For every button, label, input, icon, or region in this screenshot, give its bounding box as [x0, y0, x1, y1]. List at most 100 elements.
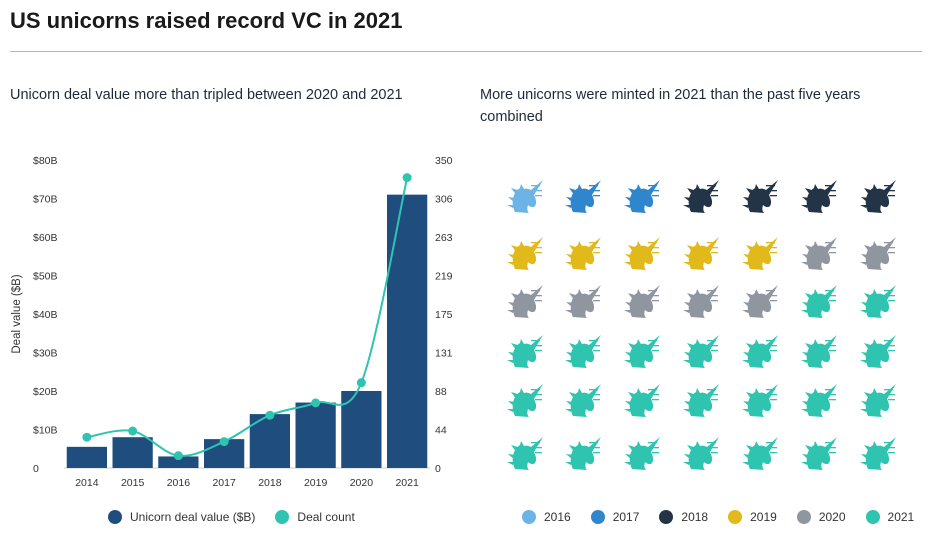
bar-deal-value-2014	[66, 446, 108, 468]
y2-tick-label: 306	[435, 194, 453, 206]
unicorn-head-icon-2021	[507, 437, 543, 470]
unicorn-head-icon-2020	[860, 237, 896, 270]
y2-tick-label: 350	[435, 155, 453, 167]
x-tick-label: 2015	[121, 477, 145, 489]
unicorn-head-icon-2021	[801, 335, 837, 368]
point-deal-count-2017	[219, 437, 229, 447]
right-chart-subtitle: More unicorns were minted in 2021 than t…	[480, 87, 861, 125]
legend-label-deal-value: Unicorn deal value ($B)	[130, 510, 256, 524]
unicorn-head-icon-2018	[742, 180, 778, 213]
legend-swatch-2020	[796, 510, 811, 524]
y-axis-title: Deal value ($B)	[11, 274, 23, 353]
x-tick-label: 2017	[212, 477, 236, 489]
y-tick-label: $10B	[33, 425, 58, 437]
bar-deal-value-2016	[158, 456, 199, 468]
legend-label-2018: 2018	[681, 510, 709, 524]
legend-item-2018: 2018	[659, 510, 708, 524]
unicorn-head-icon-2019	[683, 237, 719, 270]
y-tick-label: $80B	[33, 155, 58, 167]
legend-label-2016: 2016	[544, 510, 571, 524]
unicorn-head-icon-2021	[565, 335, 601, 368]
unicorn-head-icon-2021	[801, 285, 837, 318]
point-deal-count-2020	[356, 378, 366, 388]
unicorn-head-icon-2021	[860, 384, 896, 417]
unicorn-head-icon-2021	[624, 335, 660, 368]
legend-label-2021: 2021	[887, 510, 915, 524]
unicorn-head-icon-2020	[624, 285, 660, 318]
bar-deal-value-2020	[341, 391, 382, 468]
unicorn-head-icon-2018	[683, 180, 719, 213]
y-tick-label: $60B	[33, 232, 58, 244]
legend-swatch-2016	[522, 510, 536, 524]
legend-swatch-2017	[590, 510, 605, 524]
bar-deal-value-2015	[112, 437, 153, 468]
y-tick-label: $20B	[33, 386, 58, 398]
legend-label-2020: 2020	[818, 510, 846, 524]
legend-swatch-deal-value	[108, 510, 122, 524]
point-deal-count-2015	[128, 426, 138, 436]
legend-item-deal-value: Unicorn deal value ($B)	[108, 510, 255, 524]
point-deal-count-2019	[311, 398, 321, 408]
y2-tick-label: 175	[435, 309, 453, 321]
legend-item-2020: 2020	[796, 510, 846, 524]
unicorn-head-icon-2018	[860, 180, 896, 213]
unicorn-head-icon-2021	[801, 384, 837, 417]
left-chart-legend: Unicorn deal value ($B) Deal count	[108, 510, 375, 524]
legend-item-deal-count: Deal count	[275, 510, 355, 524]
y2-tick-label: 0	[435, 463, 441, 475]
point-deal-count-2018	[265, 410, 275, 420]
y2-tick-label: 88	[435, 386, 447, 398]
unicorn-head-icon-2021	[565, 384, 601, 417]
legend-item-2016: 2016	[522, 510, 571, 524]
unicorn-head-icon-2021	[742, 335, 778, 368]
x-tick-label: 2018	[258, 477, 282, 489]
legend-swatch-2018	[659, 510, 674, 524]
unicorn-head-icon-2020	[801, 237, 837, 270]
unicorn-head-icon-2017	[565, 180, 601, 213]
point-deal-count-2016	[173, 451, 183, 461]
legend-label-deal-count: Deal count	[297, 510, 355, 524]
legend-item-2019: 2019	[728, 510, 777, 524]
y2-tick-label: 263	[435, 232, 453, 244]
legend-swatch-deal-count	[275, 510, 290, 524]
unicorn-head-icon-2020	[565, 285, 601, 318]
unicorn-head-icon-2021	[507, 384, 543, 417]
left-chart-subtitle: Unicorn deal value more than tripled bet…	[10, 87, 403, 103]
page-title: US unicorns raised record VC in 2021	[10, 8, 403, 33]
x-tick-label: 2020	[350, 477, 374, 489]
unicorn-head-icon-2021	[565, 437, 601, 470]
unicorn-head-icon-2021	[860, 285, 896, 318]
unicorn-head-icon-2021	[683, 335, 719, 368]
unicorn-head-icon-2021	[742, 384, 778, 417]
legend-label-2017: 2017	[612, 510, 640, 524]
y-tick-label: 0	[33, 463, 39, 475]
y-tick-label: $70B	[33, 194, 58, 206]
y-tick-label: $50B	[33, 271, 58, 283]
legend-swatch-2019	[728, 510, 743, 524]
unicorn-head-icon-2021	[507, 335, 543, 368]
title-divider	[10, 51, 922, 52]
legend-item-2021: 2021	[865, 510, 915, 524]
unicorn-head-icon-2019	[624, 237, 660, 270]
y2-tick-label: 219	[435, 271, 453, 283]
y-tick-label: $30B	[33, 348, 58, 360]
point-deal-count-2014	[82, 432, 92, 442]
legend-item-2017: 2017	[590, 510, 640, 524]
x-tick-label: 2016	[167, 477, 191, 489]
unicorn-head-icon-2021	[624, 437, 660, 470]
unicorn-head-icon-2016	[507, 180, 543, 213]
legend-swatch-2021	[865, 510, 880, 524]
x-tick-label: 2021	[395, 477, 419, 489]
bar-deal-value-2021	[386, 194, 428, 468]
unicorn-head-icon-2021	[801, 437, 837, 470]
unicorn-head-icon-2021	[683, 384, 719, 417]
legend-label-2019: 2019	[750, 510, 777, 524]
unicorn-head-icon-2020	[507, 285, 543, 318]
right-chart-legend: 2016 2017 2018 2019 2020 2021	[522, 510, 932, 524]
x-tick-label: 2014	[75, 477, 99, 489]
unicorn-head-icon-2021	[742, 437, 778, 470]
point-deal-count-2021	[402, 173, 412, 183]
unicorn-head-icon-2021	[860, 335, 896, 368]
